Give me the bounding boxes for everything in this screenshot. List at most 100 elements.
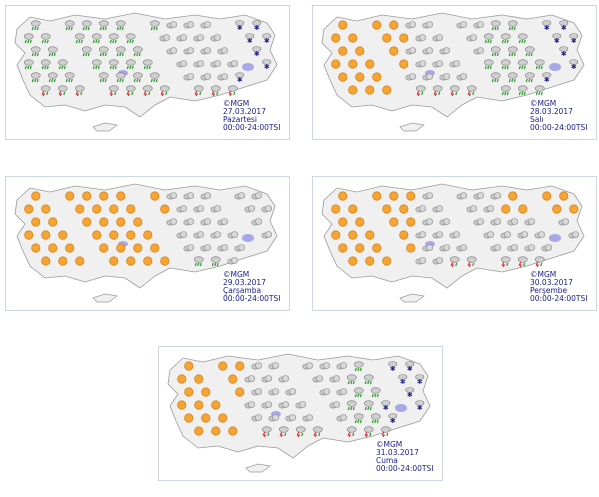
weather-icon bbox=[365, 59, 375, 69]
weather-icon bbox=[382, 85, 392, 95]
weather-icon bbox=[348, 59, 358, 69]
weather-icon bbox=[338, 72, 348, 82]
weather-icon bbox=[228, 426, 238, 436]
weather-icon bbox=[389, 217, 399, 227]
weather-icon bbox=[331, 230, 341, 240]
weather-icon bbox=[58, 230, 68, 240]
map-date: 28.03.2017 bbox=[530, 107, 573, 116]
map-date: 31.03.2017 bbox=[376, 448, 419, 457]
weather-icon bbox=[143, 230, 153, 240]
weather-icon bbox=[552, 204, 562, 214]
weather-icon bbox=[331, 33, 341, 43]
weather-icon bbox=[109, 256, 119, 266]
cyprus bbox=[245, 463, 271, 473]
weather-icon bbox=[133, 243, 143, 253]
map-period: 00:00-24:00TSI bbox=[530, 123, 588, 132]
weather-icon bbox=[211, 426, 221, 436]
weather-icon bbox=[58, 256, 68, 266]
weather-icon bbox=[109, 230, 119, 240]
weather-icon bbox=[92, 230, 102, 240]
weather-icon bbox=[338, 217, 348, 227]
cyprus bbox=[399, 293, 425, 303]
weather-icon bbox=[235, 361, 245, 371]
weather-icon bbox=[126, 204, 136, 214]
weather-icon bbox=[201, 387, 211, 397]
map-day: Cuma bbox=[376, 456, 398, 465]
map-day: Salı bbox=[530, 115, 544, 124]
weather-icon bbox=[150, 243, 160, 253]
weather-icon bbox=[365, 256, 375, 266]
weather-icon bbox=[31, 243, 41, 253]
weather-icon bbox=[338, 191, 348, 201]
map-credit: ©MGM bbox=[530, 99, 556, 108]
weather-icon bbox=[75, 256, 85, 266]
weather-icon bbox=[399, 33, 409, 43]
weather-icon bbox=[211, 400, 221, 410]
weather-icon bbox=[382, 256, 392, 266]
weather-icon bbox=[228, 374, 238, 384]
weather-icon bbox=[116, 191, 126, 201]
weather-icon bbox=[331, 204, 341, 214]
lake bbox=[549, 234, 561, 242]
weather-icon bbox=[48, 243, 58, 253]
weather-icon bbox=[382, 33, 392, 43]
weather-icon bbox=[559, 191, 569, 201]
weather-icon bbox=[355, 243, 365, 253]
weather-icon bbox=[150, 191, 160, 201]
weather-icon bbox=[116, 243, 126, 253]
weather-icon bbox=[218, 413, 228, 423]
weather-icon bbox=[338, 20, 348, 30]
weather-icon bbox=[31, 191, 41, 201]
weather-icon bbox=[177, 400, 187, 410]
weather-icon bbox=[399, 230, 409, 240]
map-credit: ©MGM bbox=[223, 270, 249, 279]
weather-icon bbox=[99, 217, 109, 227]
weather-icon bbox=[372, 72, 382, 82]
weather-icon bbox=[184, 387, 194, 397]
weather-icon bbox=[82, 191, 92, 201]
lake bbox=[242, 234, 254, 242]
map-period: 00:00-24:00TSI bbox=[223, 294, 281, 303]
weather-icon bbox=[406, 217, 416, 227]
map-credit: ©MGM bbox=[376, 440, 402, 449]
weather-icon bbox=[372, 243, 382, 253]
weather-icon bbox=[348, 230, 358, 240]
cyprus bbox=[399, 122, 425, 132]
weather-icon bbox=[126, 230, 136, 240]
weather-icon bbox=[160, 256, 170, 266]
weather-icon bbox=[382, 204, 392, 214]
weather-icon bbox=[355, 72, 365, 82]
weather-icon bbox=[41, 204, 51, 214]
weather-icon bbox=[65, 243, 75, 253]
weather-icon bbox=[518, 204, 528, 214]
weather-icon bbox=[184, 413, 194, 423]
weather-icon bbox=[194, 374, 204, 384]
weather-icon bbox=[355, 46, 365, 56]
weather-icon bbox=[92, 204, 102, 214]
weather-icon bbox=[184, 361, 194, 371]
weather-icon bbox=[389, 46, 399, 56]
map-day: Perşembe bbox=[530, 286, 568, 295]
map-period: 00:00-24:00TSI bbox=[223, 123, 281, 132]
weather-icon bbox=[116, 217, 126, 227]
weather-icon bbox=[48, 217, 58, 227]
weather-icon bbox=[338, 243, 348, 253]
weather-icon bbox=[372, 191, 382, 201]
map-date: 30.03.2017 bbox=[530, 278, 573, 287]
lake bbox=[395, 404, 407, 412]
weather-icon bbox=[542, 191, 552, 201]
weather-icon bbox=[348, 256, 358, 266]
weather-icon bbox=[65, 191, 75, 201]
weather-icon bbox=[160, 204, 170, 214]
map-period: 00:00-24:00TSI bbox=[376, 464, 434, 473]
weather-icon bbox=[143, 256, 153, 266]
weather-icon bbox=[355, 217, 365, 227]
weather-icon bbox=[508, 191, 518, 201]
map-date: 29.03.2017 bbox=[223, 278, 266, 287]
weather-icon bbox=[201, 413, 211, 423]
map-credit: ©MGM bbox=[223, 99, 249, 108]
lake bbox=[242, 63, 254, 71]
